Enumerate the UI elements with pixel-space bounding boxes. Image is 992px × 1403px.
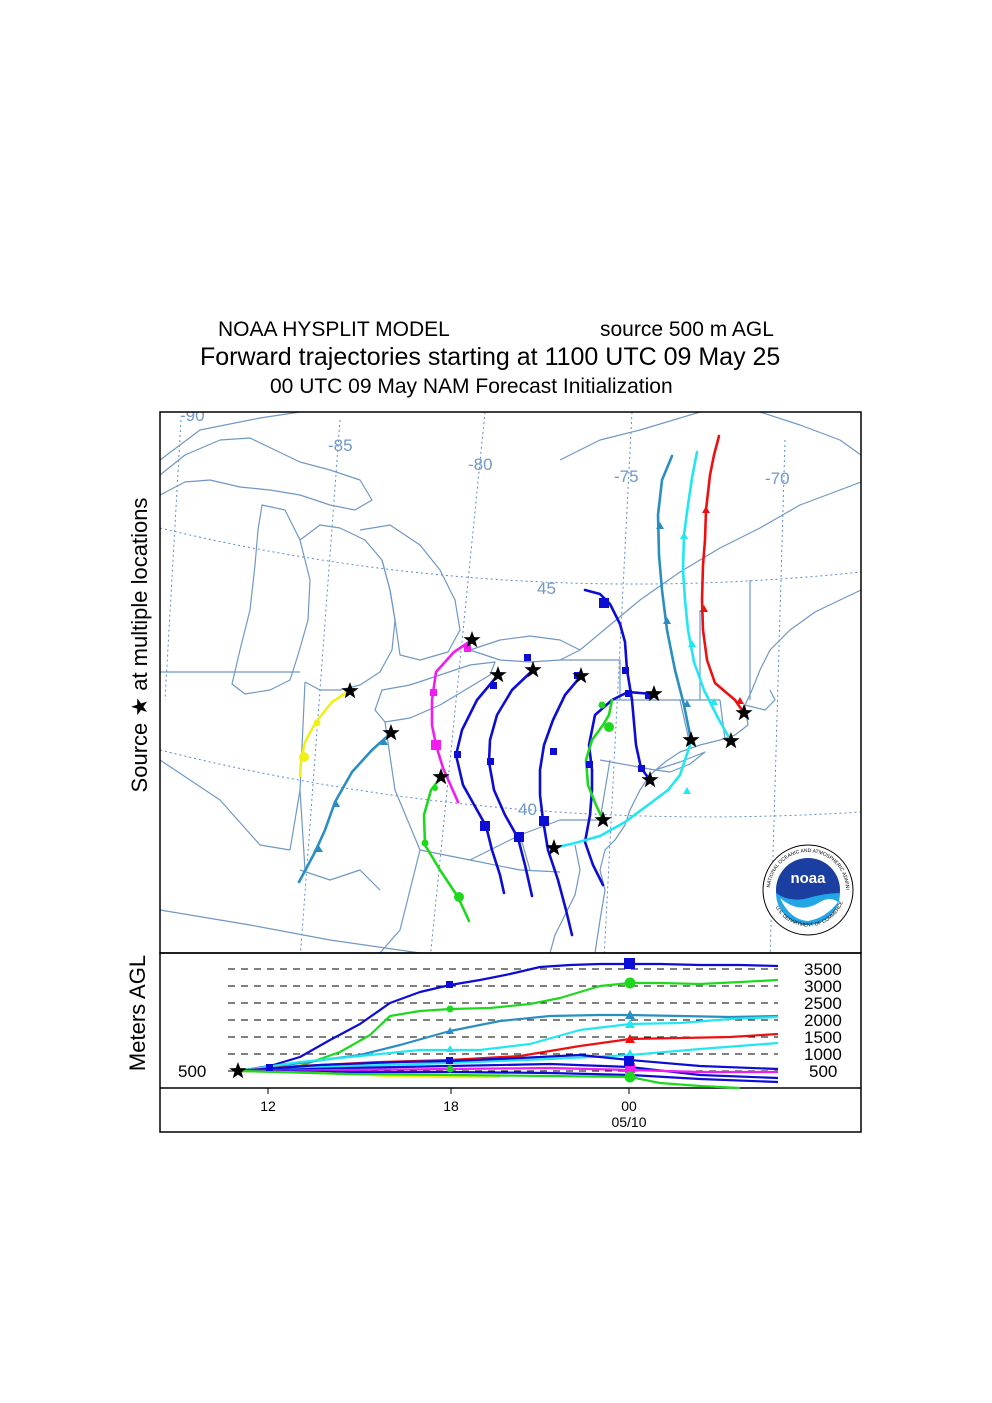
long-island — [654, 751, 706, 773]
meridian-80 — [430, 412, 486, 953]
time-axis: 12 18 00 05/10 — [260, 1088, 647, 1130]
trajectory-steel-west — [297, 731, 393, 884]
source-height: source 500 m AGL — [600, 318, 774, 341]
level-1000: 1000 — [804, 1045, 842, 1064]
lon-label-75: -75 — [614, 467, 639, 486]
height-frame — [159, 952, 862, 1133]
map-frame — [159, 411, 862, 954]
time-tick-18: 18 — [443, 1098, 459, 1114]
lon-label-80: -80 — [468, 455, 493, 474]
lon-label-90: -90 — [180, 406, 205, 425]
height-trace-green-low — [237, 1069, 741, 1090]
cape-cod — [744, 689, 776, 711]
trajectory-markers — [299, 506, 744, 902]
height-markers — [229, 958, 636, 1083]
trajectory-cyan-north — [681, 450, 733, 743]
noaa-logo-text: noaa — [790, 870, 826, 887]
geography — [160, 412, 861, 953]
model-name: NOAA HYSPLIT MODEL — [218, 318, 450, 341]
level-2000: 2000 — [804, 1011, 842, 1030]
forecast-init: 00 UTC 09 May NAM Forecast Initializatio… — [270, 375, 673, 398]
level-500: 500 — [809, 1062, 837, 1081]
meridian-90 — [164, 419, 182, 701]
chesapeake — [549, 844, 581, 953]
height-trace-blue-sink — [237, 1069, 779, 1084]
height-trace-cyan — [237, 1015, 779, 1073]
height-trace-blue-top — [237, 962, 779, 1073]
lake-superior — [160, 437, 373, 511]
height-trace-blue-low — [237, 1062, 779, 1080]
height-trace-cyan-low — [237, 1041, 779, 1073]
plot-title: Forward trajectories starting at 1100 UT… — [200, 343, 781, 371]
trajectory-yellow — [298, 689, 351, 778]
time-tick-12: 12 — [260, 1098, 276, 1114]
indiana-ohio — [299, 789, 381, 891]
height-traces — [237, 962, 779, 1090]
lake-michigan — [231, 504, 311, 695]
lon-label-70: -70 — [765, 469, 790, 488]
noaa-logo-ring-top: NATIONAL OCEANIC AND ATMOSPHERIC ADMINIS… — [0, 0, 850, 890]
parallel-40 — [160, 749, 861, 818]
st-lawrence — [579, 481, 861, 651]
trajectory-blue-1 — [454, 673, 506, 895]
level-3000: 3000 — [804, 977, 842, 996]
height-panel: 3500 3000 2500 2000 1500 1000 500 500 — [159, 952, 862, 1133]
meridian-75 — [603, 412, 633, 953]
height-trace-steel — [237, 1013, 779, 1073]
level-1500: 1500 — [804, 1028, 842, 1047]
trajectory-blue-5 — [583, 588, 652, 782]
trajectory-cyan-south — [552, 743, 692, 850]
height-trace-magenta — [237, 1066, 778, 1074]
lon-label-85: -85 — [328, 436, 353, 455]
canada-north — [160, 412, 861, 461]
graticule — [160, 412, 861, 953]
trajectory-green-east — [584, 698, 614, 822]
level-3500: 3500 — [804, 960, 842, 979]
svg-text:NATIONAL OCEANIC AND ATMOSPHER: NATIONAL OCEANIC AND ATMOSPHERIC ADMINIS… — [0, 0, 850, 890]
lat-label-45: 45 — [537, 579, 556, 598]
parallel-45 — [160, 527, 861, 585]
level-2500: 2500 — [804, 994, 842, 1013]
noaa-logo: noaa NATIONAL OCEANIC AND ATMOSPHERIC AD… — [0, 0, 854, 936]
graticule-labels: -90 -85 -80 -75 -70 45 40 — [180, 406, 790, 819]
michigan-lower — [299, 524, 396, 691]
height-trace-blue-mid — [237, 1053, 779, 1073]
trajectory-red — [700, 434, 746, 715]
trajectories — [297, 434, 746, 937]
start-height-label: 500 — [178, 1062, 206, 1081]
trajectory-magenta — [430, 638, 474, 804]
level-labels: 3500 3000 2500 2000 1500 1000 500 500 — [178, 960, 842, 1081]
map-panel: -90 -85 -80 -75 -70 45 40 noaa NATIONAL … — [0, 0, 862, 954]
height-trace-green-top — [237, 978, 779, 1073]
trajectory-blue-3 — [538, 674, 583, 937]
state-borders — [160, 580, 751, 953]
trajectory-blue-6 — [583, 768, 605, 887]
lake-huron — [359, 524, 461, 661]
meridian-70 — [769, 439, 786, 953]
date-label: 05/10 — [611, 1114, 646, 1130]
trajectory-blue-2 — [487, 668, 535, 898]
lat-label-40: 40 — [518, 800, 537, 819]
trajectory-steel-east — [656, 454, 693, 742]
time-tick-00: 00 — [621, 1098, 637, 1114]
